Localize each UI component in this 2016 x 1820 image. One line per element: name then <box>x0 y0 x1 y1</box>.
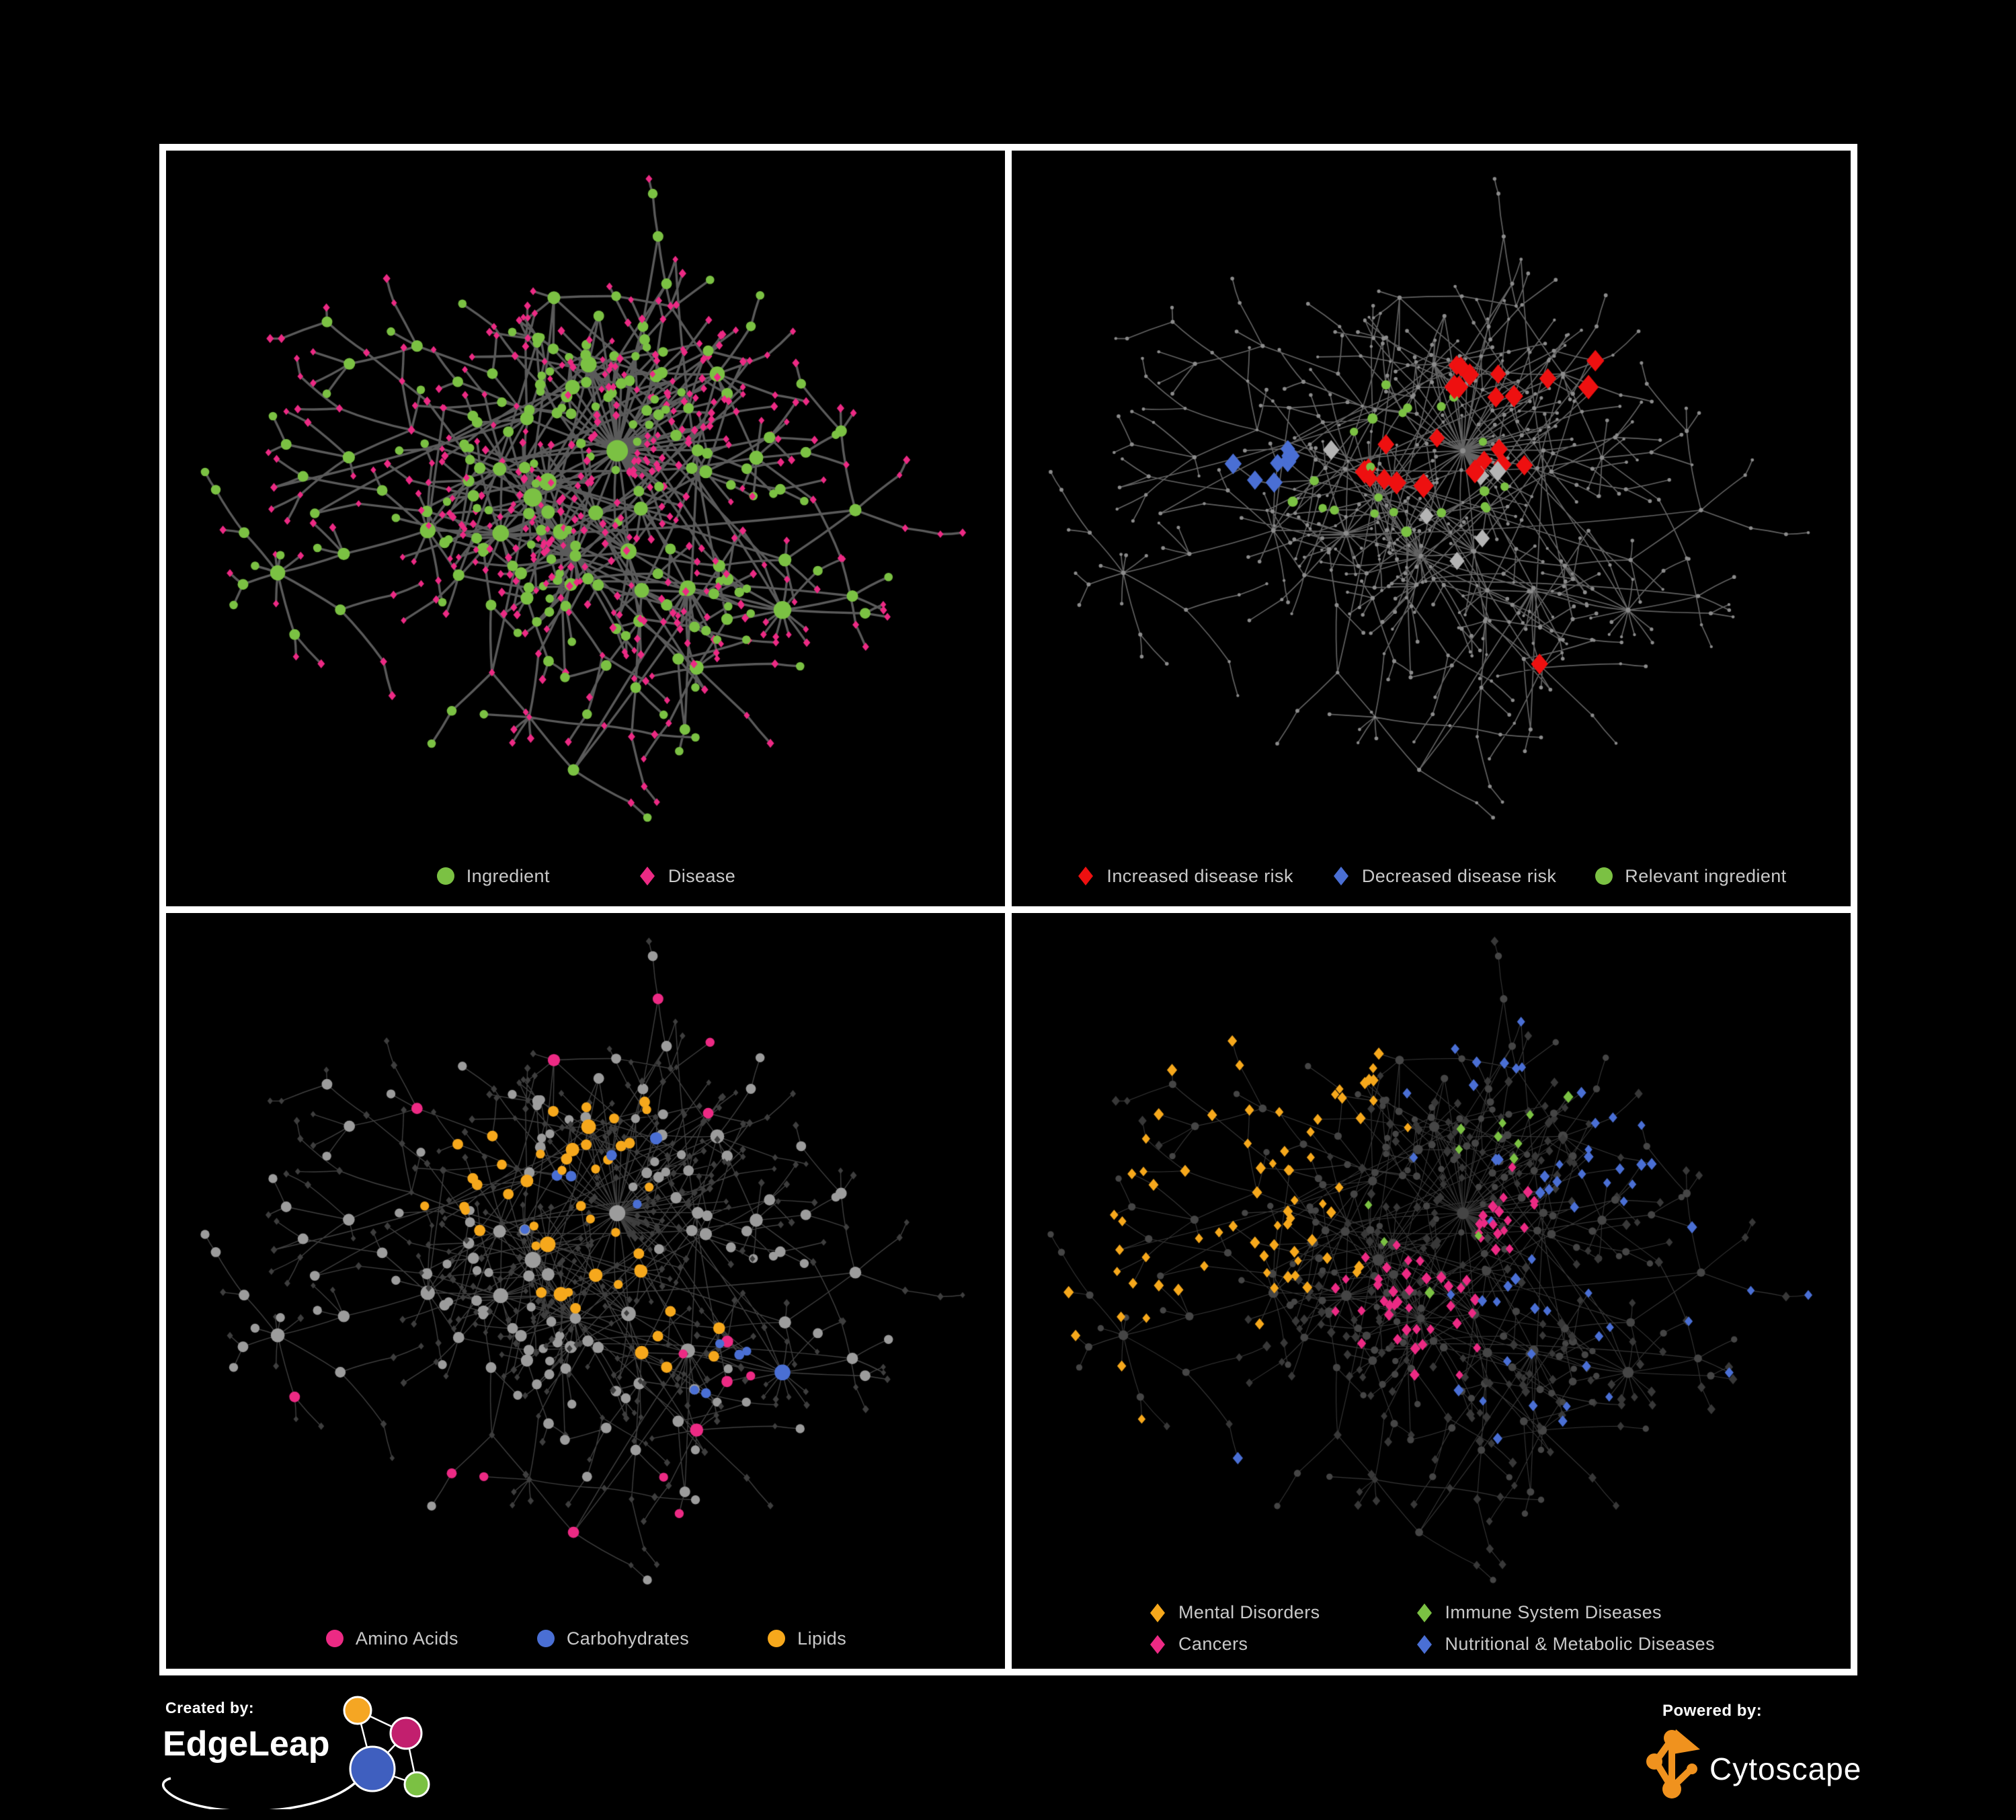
legend-item-disease: Disease <box>637 866 735 887</box>
edgeleap-branding: Created by: EdgeLeap <box>156 1692 479 1813</box>
created-by-label: Created by: <box>165 1699 254 1716</box>
carbohydrates-circle-swatch-icon <box>536 1630 555 1647</box>
edgeleap-logo: Created by: EdgeLeap <box>161 1696 430 1813</box>
cytoscape-glyph-node <box>1662 1780 1681 1798</box>
figure-grid: Ingredient Disease Increased disease ris… <box>159 144 1857 1675</box>
increased-risk-diamond-swatch-icon <box>1078 867 1094 885</box>
cytoscape-glyph-node <box>1646 1753 1662 1770</box>
edgeleap-wordmark: EdgeLeap <box>163 1725 330 1764</box>
edgeleap-orange-node-icon <box>343 1696 372 1725</box>
cytoscape-glyph-node <box>1664 1730 1680 1746</box>
edgeleap-green-node-icon <box>403 1771 430 1798</box>
network-canvas <box>1012 913 1847 1608</box>
cancers-diamond-swatch-icon <box>1150 1634 1166 1654</box>
network-panel-nutrient-classes: Amino Acids Carbohydrates Lipids <box>166 913 1005 1669</box>
legend-item-cancers: Cancers <box>1147 1634 1320 1655</box>
legend: Ingredient Disease <box>166 846 1005 906</box>
network-panel-disease-classes: Mental Disorders Immune System Diseases … <box>1012 913 1851 1669</box>
network-panel-ingredient-disease: Ingredient Disease <box>166 151 1005 906</box>
cytoscape-branding: Powered by: Cytoscape <box>1630 1689 1872 1810</box>
legend-label: Cancers <box>1178 1634 1248 1654</box>
legend-item-immune-system-diseases: Immune System Diseases <box>1414 1602 1715 1623</box>
powered-by-label: Powered by: <box>1662 1702 1762 1720</box>
legend: Mental Disorders Immune System Diseases … <box>1012 1588 1851 1669</box>
cytoscape-glyph-node <box>1687 1764 1697 1774</box>
legend-item-nutritional-metabolic-diseases: Nutritional & Metabolic Diseases <box>1414 1634 1715 1655</box>
legend-item-increased-risk: Increased disease risk <box>1076 866 1293 887</box>
legend-label: Mental Disorders <box>1178 1602 1320 1622</box>
legend-label: Immune System Diseases <box>1445 1602 1662 1622</box>
legend-label: Increased disease risk <box>1106 865 1293 886</box>
amino-acids-circle-swatch-icon <box>325 1630 344 1647</box>
network-canvas <box>166 913 1002 1608</box>
nutritional-metabolic-diamond-swatch-icon <box>1416 1634 1432 1654</box>
legend-item-ingredient: Ingredient <box>436 866 550 887</box>
legend-item-mental-disorders: Mental Disorders <box>1147 1602 1320 1623</box>
legend-item-amino-acids: Amino Acids <box>325 1628 458 1649</box>
edgeleap-magenta-node-icon <box>389 1716 423 1750</box>
legend-label: Carbohydrates <box>566 1628 690 1649</box>
legend-label: Lipids <box>797 1628 847 1649</box>
lipids-circle-swatch-icon <box>768 1630 786 1647</box>
legend-item-decreased-risk: Decreased disease risk <box>1331 866 1556 887</box>
network-panel-disease-risk: Increased disease risk Decreased disease… <box>1012 151 1851 906</box>
legend-item-relevant-ingredient: Relevant ingredient <box>1594 866 1786 887</box>
ingredient-circle-swatch-icon <box>436 867 454 885</box>
legend-label: Relevant ingredient <box>1625 865 1787 886</box>
legend-label: Decreased disease risk <box>1361 865 1557 886</box>
relevant-ingredient-circle-swatch-icon <box>1595 867 1613 885</box>
legend: Increased disease risk Decreased disease… <box>1012 846 1851 906</box>
mental-disorders-diamond-swatch-icon <box>1150 1603 1166 1622</box>
cytoscape-logo: Powered by: Cytoscape <box>1646 1702 1861 1798</box>
network-canvas <box>1012 151 1847 846</box>
legend-item-carbohydrates: Carbohydrates <box>536 1628 689 1649</box>
legend: Amino Acids Carbohydrates Lipids <box>166 1608 1005 1669</box>
legend-label: Disease <box>668 865 736 886</box>
edgeleap-swoosh <box>161 1777 356 1813</box>
disease-diamond-swatch-icon <box>639 867 655 885</box>
legend-label: Amino Acids <box>355 1628 458 1649</box>
network-canvas <box>166 151 1002 846</box>
decreased-risk-diamond-swatch-icon <box>1333 867 1348 885</box>
legend-label: Nutritional & Metabolic Diseases <box>1445 1634 1715 1654</box>
legend-label: Ingredient <box>466 865 550 886</box>
cytoscape-wordmark: Cytoscape <box>1709 1751 1861 1786</box>
edgeleap-blue-node-icon <box>349 1745 396 1792</box>
immune-system-diamond-swatch-icon <box>1416 1603 1432 1622</box>
legend-item-lipids: Lipids <box>766 1628 846 1649</box>
